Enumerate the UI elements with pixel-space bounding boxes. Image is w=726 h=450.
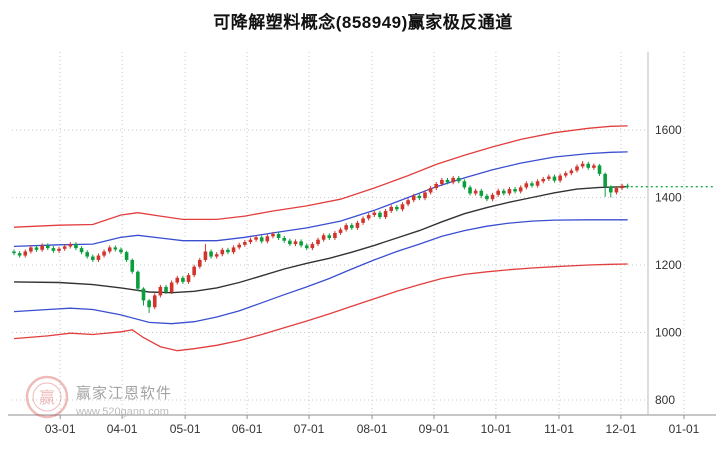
axis-lines (8, 52, 716, 419)
channel-line-lower-outer-red (13, 263, 628, 352)
y-axis-label: 1200 (655, 258, 682, 272)
x-axis-label: 08-01 (357, 422, 388, 436)
x-axis-label: 06-01 (232, 422, 263, 436)
chart-title: 可降解塑料概念(858949)赢家极反通道 (213, 13, 513, 32)
y-axis-labels: 800 1000 1200 1400 1600 (655, 123, 682, 407)
x-axis-label: 04-01 (107, 422, 138, 436)
channel-line-middle-black (13, 186, 628, 294)
x-axis-label: 07-01 (294, 422, 325, 436)
x-axis-label: 11-01 (544, 422, 574, 436)
x-axis-label: 03-01 (45, 422, 76, 436)
channel-line-upper-outer-red (13, 125, 628, 228)
x-axis-label: 01-01 (669, 422, 700, 436)
y-axis-label: 800 (655, 393, 675, 407)
channel-line-upper-inner-blue (13, 151, 628, 248)
channel-lines (13, 125, 628, 352)
x-axis-label: 09-01 (419, 422, 450, 436)
x-axis-label: 10-01 (481, 422, 512, 436)
channel-line-lower-inner-blue (13, 219, 628, 325)
x-axis-label: 05-01 (170, 422, 201, 436)
y-axis-label: 1400 (655, 191, 682, 205)
y-axis-label: 1600 (655, 123, 682, 137)
x-axis-label: 12-01 (606, 422, 637, 436)
candlestick-series (12, 161, 630, 313)
y-axis-label: 1000 (655, 326, 682, 340)
x-axis-labels: 03-01 04-01 05-01 06-01 07-01 08-01 09-01 10-01… (45, 422, 700, 436)
grid-lines (12, 52, 685, 415)
